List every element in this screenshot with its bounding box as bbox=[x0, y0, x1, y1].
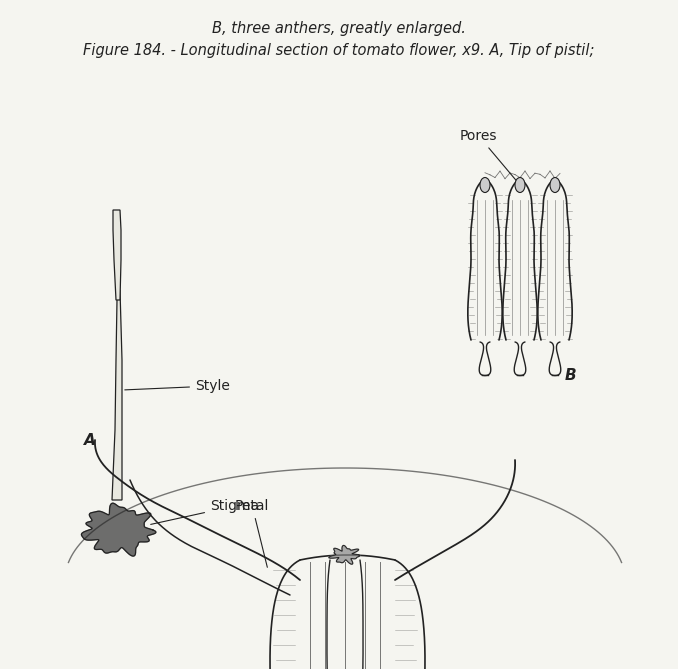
Text: Petal: Petal bbox=[235, 499, 269, 567]
Text: B, three anthers, greatly enlarged.: B, three anthers, greatly enlarged. bbox=[212, 21, 466, 35]
Text: Ovule: Ovule bbox=[0, 668, 1, 669]
Text: Calyx: Calyx bbox=[0, 668, 1, 669]
Text: Pores: Pores bbox=[460, 129, 518, 183]
Polygon shape bbox=[112, 290, 122, 500]
Polygon shape bbox=[113, 210, 121, 300]
Polygon shape bbox=[81, 503, 156, 556]
Text: Stigma: Stigma bbox=[151, 499, 259, 524]
Ellipse shape bbox=[515, 177, 525, 193]
Ellipse shape bbox=[480, 177, 490, 193]
Text: Figure 184. - Longitudinal section of tomato flower, x9. A, Tip of pistil;: Figure 184. - Longitudinal section of to… bbox=[83, 43, 595, 58]
Text: Style: Style bbox=[125, 379, 230, 393]
Ellipse shape bbox=[550, 177, 560, 193]
Polygon shape bbox=[329, 545, 360, 564]
Text: Ovary: Ovary bbox=[0, 668, 1, 669]
Text: A: A bbox=[84, 432, 96, 448]
Text: B: B bbox=[564, 367, 576, 383]
